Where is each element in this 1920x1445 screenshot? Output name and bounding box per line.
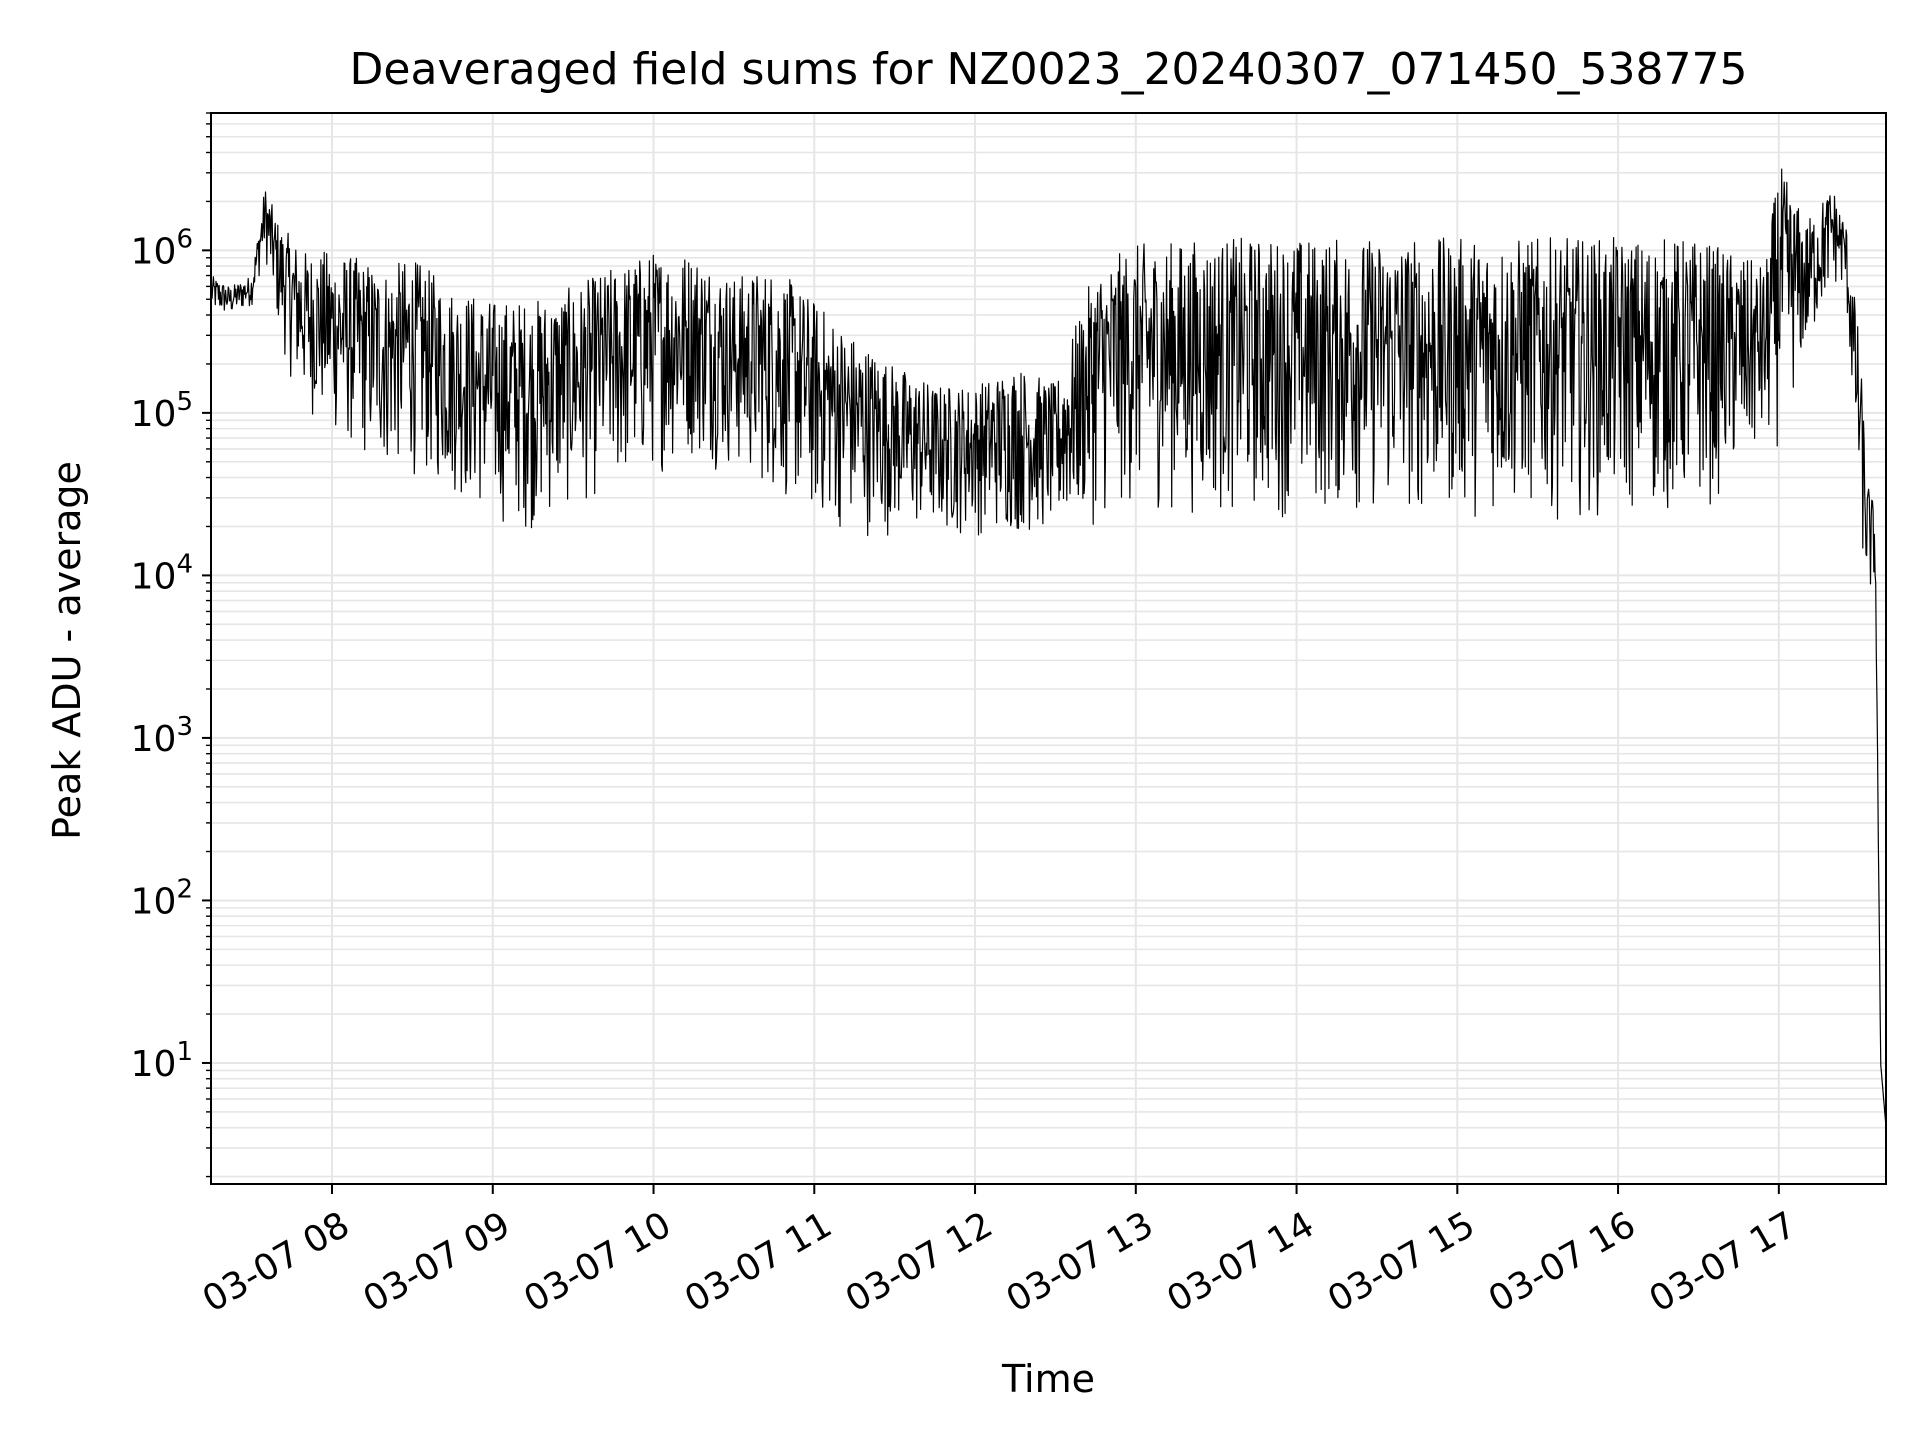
y-tick-base: 10 [131,719,177,760]
x-tick-label: 03-07 13 [1000,1204,1161,1320]
x-tick-label: 03-07 15 [1321,1204,1482,1320]
y-tick-exponent: 3 [176,712,193,742]
x-tick-label: 03-07 08 [196,1204,357,1320]
chart-title: Deaveraged field sums for NZ0023_2024030… [350,44,1748,95]
y-tick-base: 10 [131,1044,177,1085]
x-tick-label: 03-07 16 [1482,1204,1643,1320]
y-tick-label: 106 [131,224,193,272]
y-tick-exponent: 6 [176,224,193,254]
y-tick-label: 103 [131,712,193,760]
x-tick-label: 03-07 14 [1160,1204,1321,1320]
data-trace [211,169,1886,1128]
y-tick-base: 10 [131,556,177,597]
y-tick-exponent: 2 [176,874,193,904]
y-tick-label: 104 [131,549,193,597]
x-tick-label: 03-07 12 [839,1204,1000,1320]
y-tick-exponent: 5 [176,387,193,417]
x-tick-label: 03-07 10 [517,1204,678,1320]
x-tick-label: 03-07 17 [1643,1204,1804,1320]
x-tick-label: 03-07 11 [678,1204,839,1320]
y-tick-exponent: 1 [176,1037,193,1067]
y-axis-label: Peak ADU - average [45,461,89,840]
y-tick-label: 101 [131,1037,193,1085]
series-line [211,169,1886,1128]
x-tick-label: 03-07 09 [357,1204,518,1320]
y-tick-label: 102 [131,874,193,922]
y-tick-base: 10 [131,231,177,272]
y-tick-exponent: 4 [176,549,193,579]
x-axis-label: Time [1001,1357,1095,1401]
y-tick-base: 10 [131,394,177,435]
y-tick-base: 10 [131,881,177,922]
y-tick-label: 105 [131,387,193,435]
